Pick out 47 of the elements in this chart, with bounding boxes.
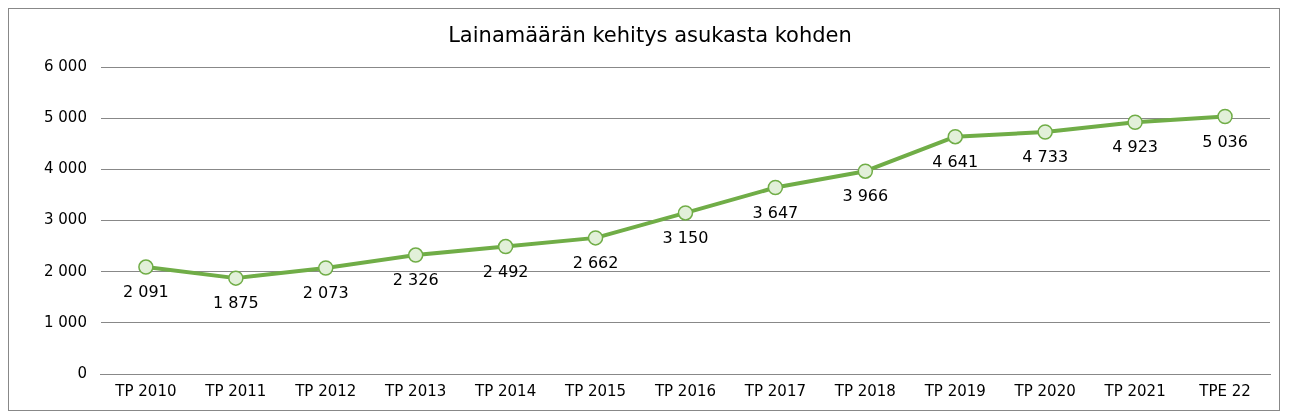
- point: [767, 179, 784, 196]
- point: [228, 270, 244, 286]
- x-tick-label: TP 2012: [294, 381, 357, 400]
- x-tick-label: TP 2019: [923, 381, 986, 400]
- y-tick-label: 3 000: [43, 210, 87, 229]
- data-label: 2 091: [123, 282, 169, 302]
- y-tick-label: 4 000: [43, 159, 87, 178]
- x-tick-label: TPE 22: [1198, 381, 1251, 400]
- data-label: 3 647: [752, 202, 799, 222]
- point: [318, 260, 334, 276]
- data-label: 5 036: [1202, 131, 1248, 151]
- point: [1037, 124, 1053, 140]
- data-label: 3 150: [662, 228, 709, 248]
- y-tick-label: 6 000: [43, 57, 87, 76]
- data-label: 2 073: [302, 283, 349, 303]
- x-tick-label: TP 2017: [743, 381, 806, 400]
- y-tick-label: 2 000: [43, 261, 87, 280]
- x-tick-label: TP 2015: [563, 381, 627, 400]
- y-tick-label: 0: [77, 363, 87, 382]
- data-label: 4 923: [1112, 137, 1159, 157]
- point: [138, 259, 154, 275]
- x-tick-label: TP 2013: [384, 381, 447, 400]
- point: [947, 128, 963, 145]
- data-label: 3 966: [842, 186, 889, 206]
- x-tick-label: TP 2010: [114, 381, 177, 400]
- point: [677, 205, 694, 221]
- x-tick-label: TP 2020: [1013, 381, 1076, 400]
- data-label: 1 875: [212, 293, 259, 313]
- x-tick-label: TP 2016: [653, 381, 717, 400]
- y-tick-label: 5 000: [43, 108, 87, 127]
- point: [857, 163, 874, 179]
- data-label: 2 492: [482, 261, 529, 281]
- chart-title: Lainamäärän kehitys asukasta kohden: [448, 23, 852, 48]
- x-tick-label: TP 2011: [204, 381, 267, 400]
- data-label: 2 662: [572, 253, 619, 273]
- data-label: 2 326: [392, 270, 439, 290]
- point: [407, 247, 424, 263]
- x-tick-label: TP 2014: [474, 381, 537, 400]
- x-tick-label: TP 2021: [1103, 381, 1166, 400]
- point: [587, 230, 604, 246]
- point: [497, 238, 514, 255]
- data-label: 4 733: [1022, 147, 1069, 167]
- y-tick-label: 1 000: [43, 312, 87, 331]
- point: [1217, 108, 1233, 125]
- data-label: 4 641: [932, 151, 979, 171]
- x-tick-label: TP 2018: [833, 381, 896, 400]
- point: [1127, 114, 1143, 131]
